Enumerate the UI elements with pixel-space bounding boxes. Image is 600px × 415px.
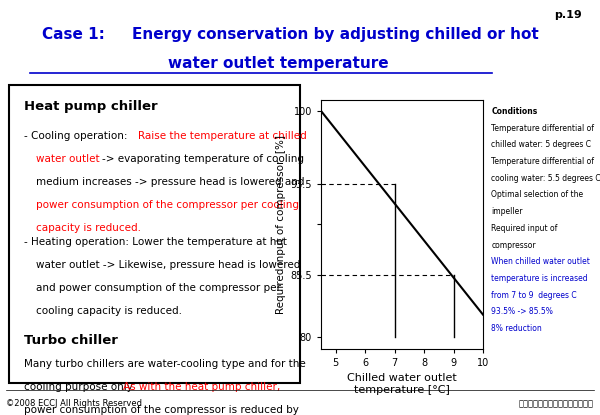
Text: Conditions: Conditions bbox=[491, 107, 538, 116]
Text: water outlet: water outlet bbox=[36, 154, 100, 164]
Text: capacity is reduced.: capacity is reduced. bbox=[36, 223, 141, 233]
Text: Many turbo chillers are water-cooling type and for the: Many turbo chillers are water-cooling ty… bbox=[24, 359, 306, 369]
Text: chilled water: 5 degrees C: chilled water: 5 degrees C bbox=[491, 140, 591, 149]
Text: and power consumption of the compressor per: and power consumption of the compressor … bbox=[36, 283, 281, 293]
Text: Temperature differential of: Temperature differential of bbox=[491, 124, 594, 133]
Y-axis label: Required input of compressor  [%]: Required input of compressor [%] bbox=[276, 134, 286, 314]
Text: medium increases -> pressure head is lowered and: medium increases -> pressure head is low… bbox=[36, 177, 305, 187]
Text: When chilled water outlet: When chilled water outlet bbox=[491, 257, 590, 266]
Text: Energy conservation by adjusting chilled or hot: Energy conservation by adjusting chilled… bbox=[132, 27, 539, 42]
Text: p.19: p.19 bbox=[554, 10, 582, 20]
Text: ©2008 ECCJ All Rights Reserved: ©2008 ECCJ All Rights Reserved bbox=[6, 399, 142, 408]
Text: Turbo chiller: Turbo chiller bbox=[24, 334, 118, 347]
Text: cooling purpose only.: cooling purpose only. bbox=[24, 382, 138, 392]
Text: compressor: compressor bbox=[491, 241, 536, 249]
Text: temperature is increased: temperature is increased bbox=[491, 274, 588, 283]
Text: Required input of: Required input of bbox=[491, 224, 557, 233]
Text: - Cooling operation:: - Cooling operation: bbox=[24, 131, 131, 141]
Text: -> evaporating temperature of cooling: -> evaporating temperature of cooling bbox=[102, 154, 304, 164]
Text: - Heating operation: Lower the temperature at hot: - Heating operation: Lower the temperatu… bbox=[24, 237, 287, 247]
Text: Raise the temperature at chilled: Raise the temperature at chilled bbox=[138, 131, 307, 141]
Text: cooling capacity is reduced.: cooling capacity is reduced. bbox=[36, 306, 182, 316]
Text: from 7 to 9  degrees C: from 7 to 9 degrees C bbox=[491, 290, 577, 300]
Text: water outlet temperature: water outlet temperature bbox=[168, 56, 389, 71]
Text: 技術指導・山潔エネルギーインク: 技術指導・山潔エネルギーインク bbox=[519, 399, 594, 408]
Text: Optimal selection of the: Optimal selection of the bbox=[491, 190, 583, 200]
Text: Temperature differential of: Temperature differential of bbox=[491, 157, 594, 166]
X-axis label: Chilled water outlet
temperature [°C]: Chilled water outlet temperature [°C] bbox=[347, 373, 457, 395]
Text: 93.5% -> 85.5%: 93.5% -> 85.5% bbox=[491, 307, 553, 316]
Text: water outlet -> Likewise, pressure head is lowered: water outlet -> Likewise, pressure head … bbox=[36, 260, 301, 270]
Text: cooling water: 5.5 degrees C: cooling water: 5.5 degrees C bbox=[491, 174, 600, 183]
Text: 8% reduction: 8% reduction bbox=[491, 324, 542, 333]
Text: power consumption of the compressor per cooling: power consumption of the compressor per … bbox=[36, 200, 299, 210]
Text: impeller: impeller bbox=[491, 207, 523, 216]
FancyBboxPatch shape bbox=[9, 85, 300, 383]
Text: Case 1:: Case 1: bbox=[42, 27, 105, 42]
Text: Heat pump chiller: Heat pump chiller bbox=[24, 100, 158, 113]
Text: power consumption of the compressor is reduced by: power consumption of the compressor is r… bbox=[24, 405, 299, 415]
Text: As with the heat pump chiller,: As with the heat pump chiller, bbox=[123, 382, 280, 392]
